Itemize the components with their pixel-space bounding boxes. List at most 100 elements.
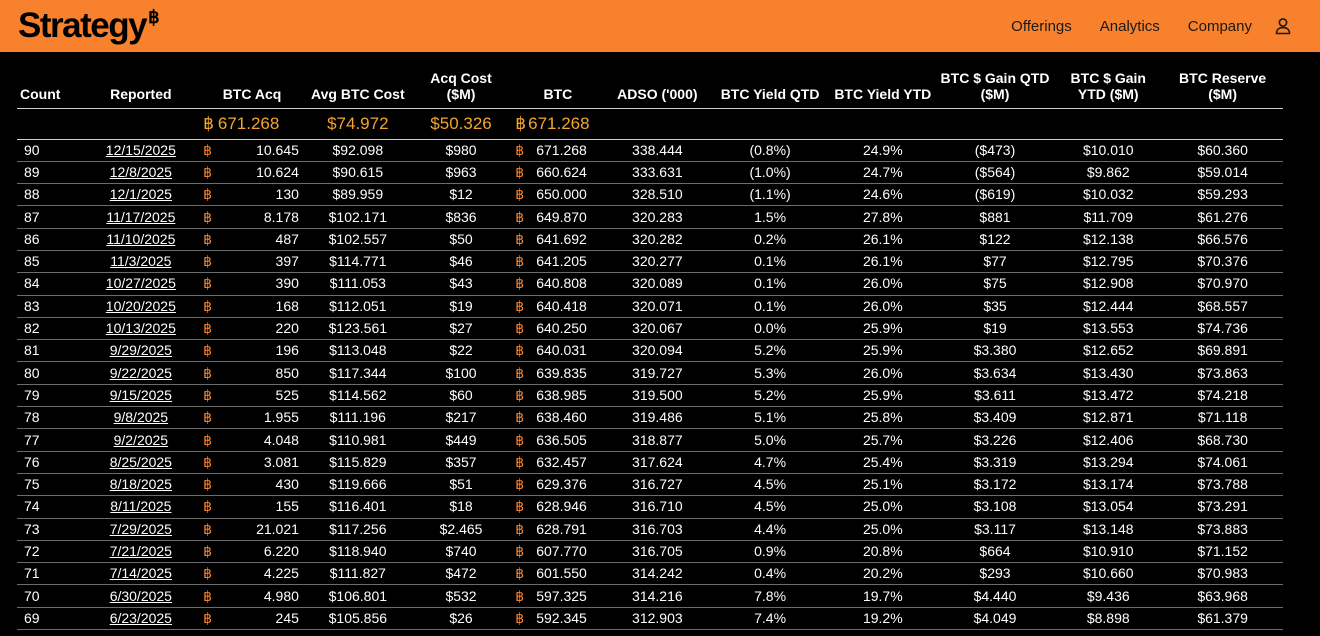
user-icon[interactable] [1274, 17, 1292, 35]
row-btc-acq: ฿ 850 [199, 361, 305, 385]
row-btc: ฿ 628.791 [511, 518, 605, 541]
reported-date-link[interactable]: 9/2/2025 [113, 431, 169, 448]
row-avg-cost: $111.196 [304, 406, 411, 430]
reported-date-link[interactable]: 11/3/2025 [110, 253, 172, 270]
row-reserve: $74.061 [1162, 451, 1283, 474]
reported-date-link[interactable]: 8/11/2025 [110, 498, 172, 515]
row-avg-cost: $123.561 [304, 317, 411, 341]
reported-date-link[interactable]: 12/1/2025 [109, 186, 172, 203]
row-gain-qtd: $3.226 [935, 428, 1055, 452]
row-reported: 9/29/2025 [82, 339, 200, 363]
table-row: 75 8/18/2025 ฿ 430 $119.666 $51 ฿ 629.376 316.72… [17, 473, 1283, 497]
row-acq-cost: $43 [410, 272, 512, 296]
row-gain-ytd: $13.294 [1054, 451, 1163, 474]
bitcoin-icon: ฿ [515, 364, 525, 381]
col-adso: ADSO ('000) [604, 56, 711, 109]
row-yield-qtd: 5.0% [710, 428, 830, 452]
row-yield-qtd: 7.8% [710, 584, 830, 608]
row-gain-ytd: $10.032 [1054, 183, 1163, 207]
bitcoin-icon: ฿ [203, 542, 212, 559]
reported-date-link[interactable]: 10/13/2025 [105, 320, 176, 337]
row-btc-acq: ฿ 245 [199, 607, 305, 631]
row-avg-cost: $89.959 [304, 183, 411, 207]
row-gain-ytd: $12.908 [1054, 272, 1163, 296]
row-yield-qtd: 4.4% [710, 518, 830, 541]
row-acq-cost: $740 [410, 540, 512, 564]
col-btc-gain-ytd: BTC $ Gain YTD ($M) [1054, 56, 1163, 109]
table-row: 79 9/15/2025 ฿ 525 $114.562 $60 ฿ 638.985 319.50… [17, 384, 1283, 408]
row-yield-ytd: 24.9% [829, 139, 936, 162]
row-reported: 6/30/2025 [82, 584, 200, 608]
row-btc: ฿ 632.457 [511, 451, 605, 474]
row-avg-cost: $114.562 [304, 384, 411, 408]
reported-date-link[interactable]: 8/25/2025 [109, 453, 172, 470]
bitcoin-icon: ฿ [203, 253, 212, 270]
reported-date-link[interactable]: 7/21/2025 [109, 542, 172, 559]
row-avg-cost: $92.098 [304, 139, 411, 162]
reported-date-link[interactable]: 7/14/2025 [109, 565, 172, 582]
nav-company[interactable]: Company [1187, 17, 1252, 35]
row-avg-cost: $111.827 [304, 562, 411, 586]
table-row: 73 7/29/2025 ฿ 21.021 $117.256 $2.465 ฿ 628.791… [17, 518, 1283, 541]
row-yield-qtd: (1.1%) [710, 183, 830, 207]
row-btc: ฿ 628.946 [511, 495, 605, 519]
reported-date-link[interactable]: 8/18/2025 [109, 476, 172, 493]
reported-date-link[interactable]: 11/10/2025 [106, 230, 176, 247]
row-reported: 9/22/2025 [82, 361, 200, 385]
row-btc-acq: ฿ 130 [199, 183, 305, 207]
col-acq-cost: Acq Cost ($M) [410, 56, 512, 109]
row-reserve: $61.379 [1162, 607, 1283, 631]
row-btc-acq: ฿ 10.624 [199, 161, 305, 185]
row-gain-ytd: $10.010 [1054, 139, 1163, 162]
reported-date-link[interactable]: 9/8/2025 [113, 409, 169, 426]
row-yield-ytd: 24.6% [829, 183, 936, 207]
row-gain-ytd: $12.138 [1054, 228, 1163, 251]
row-gain-ytd: $13.148 [1054, 518, 1163, 541]
nav-analytics[interactable]: Analytics [1099, 17, 1160, 35]
row-gain-qtd: ($619) [935, 183, 1055, 207]
nav-offerings[interactable]: Offerings [1011, 17, 1072, 35]
row-acq-cost: $100 [410, 361, 512, 385]
row-count: 77 [17, 428, 83, 452]
row-reported: 7/29/2025 [82, 518, 200, 541]
row-count: 82 [17, 317, 83, 341]
reported-date-link[interactable]: 12/8/2025 [109, 163, 172, 180]
table-row: 88 12/1/2025 ฿ 130 $89.959 $12 ฿ 650.000 328.510… [17, 183, 1283, 207]
bitcoin-icon: ฿ [203, 520, 212, 537]
reported-date-link[interactable]: 9/29/2025 [109, 342, 172, 359]
row-adso: 316.710 [604, 495, 711, 519]
bitcoin-icon: ฿ [515, 498, 525, 515]
row-btc-acq: ฿ 220 [199, 317, 305, 341]
reported-date-link[interactable]: 7/29/2025 [109, 520, 172, 537]
reported-date-link[interactable]: 12/15/2025 [105, 141, 176, 158]
row-acq-cost: $60 [410, 384, 512, 408]
row-reported: 12/15/2025 [82, 139, 200, 162]
row-reserve: $73.788 [1162, 473, 1283, 497]
reported-date-link[interactable]: 6/23/2025 [109, 609, 172, 626]
table-row: 86 11/10/2025 ฿ 487 $102.557 $50 ฿ 641.692 320.2… [17, 228, 1283, 251]
reported-date-link[interactable]: 10/20/2025 [105, 297, 176, 314]
row-btc: ฿ 629.376 [511, 473, 605, 497]
row-acq-cost: $472 [410, 562, 512, 586]
row-reported: 10/13/2025 [82, 317, 200, 341]
reported-date-link[interactable]: 9/15/2025 [109, 386, 172, 403]
row-yield-ytd: 26.0% [829, 272, 936, 296]
row-reported: 10/20/2025 [82, 295, 200, 318]
reported-date-link[interactable]: 9/22/2025 [109, 364, 172, 381]
row-avg-cost: $117.344 [304, 361, 411, 385]
row-adso: 319.500 [604, 384, 711, 408]
row-count: 70 [17, 584, 83, 608]
row-yield-ytd: 25.1% [829, 473, 936, 497]
reported-date-link[interactable]: 11/17/2025 [106, 208, 176, 225]
bitcoin-icon: ฿ [203, 275, 212, 292]
row-reserve: $74.218 [1162, 384, 1283, 408]
total-btc: ฿ 671.268 [511, 108, 605, 140]
row-btc: ฿ 597.325 [511, 584, 605, 608]
row-adso: 320.282 [604, 228, 711, 251]
strategy-logo[interactable]: Strategy ฿ [18, 6, 160, 45]
table-row: 70 6/30/2025 ฿ 4.980 $106.801 $532 ฿ 597.325 314… [17, 584, 1283, 608]
reported-date-link[interactable]: 10/27/2025 [105, 275, 176, 292]
row-reported: 7/14/2025 [82, 562, 200, 586]
reported-date-link[interactable]: 6/30/2025 [109, 587, 172, 604]
row-reserve: $71.118 [1162, 406, 1283, 430]
